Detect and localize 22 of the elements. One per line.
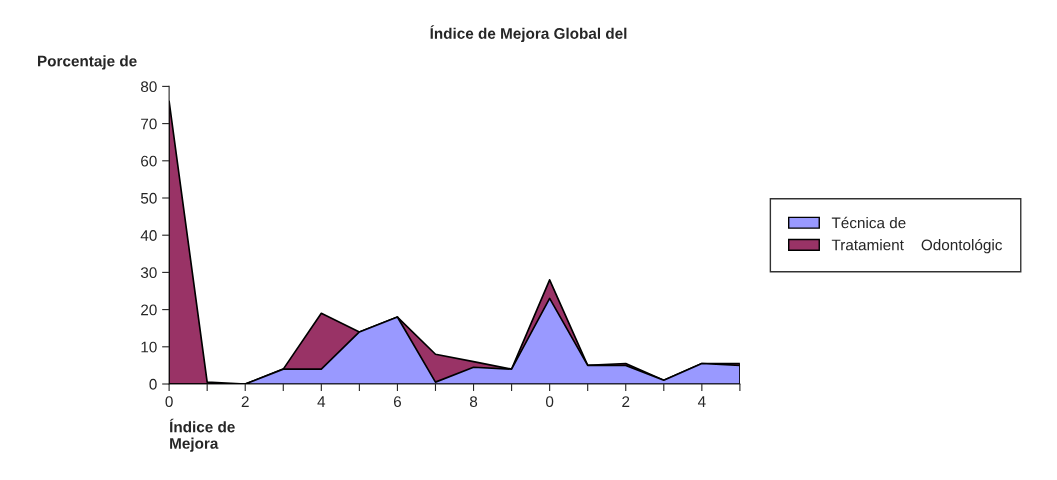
- y-tick-label: 10: [141, 341, 157, 353]
- x-tick-label: 8: [469, 396, 478, 408]
- x-tick-label: 4: [697, 396, 706, 407]
- legend-label: Tratamient Odontológic: [831, 238, 1003, 254]
- x-tick-label: 2: [241, 396, 249, 407]
- x-tick-label: 0: [545, 396, 554, 408]
- chart-title: Índice de Mejora Global del: [430, 25, 627, 42]
- y-tick-label: 20: [141, 304, 157, 316]
- x-axis-title: Índice de Mejora: [169, 418, 235, 452]
- y-tick-label: 80: [140, 81, 157, 93]
- y-axis-title: Porcentaje de: [38, 55, 137, 70]
- y-tick-label: 70: [141, 118, 157, 130]
- x-tick-label: 0: [165, 396, 173, 408]
- y-tick-label: 50: [140, 192, 157, 204]
- y-tick-label: 0: [149, 378, 157, 390]
- y-tick-label: 60: [141, 155, 157, 167]
- x-tick-label: 2: [622, 396, 630, 407]
- y-tick-label: 40: [140, 230, 157, 241]
- legend-label: Técnica de: [831, 216, 906, 229]
- x-tick-label: 4: [317, 396, 326, 407]
- x-tick-label: 6: [393, 396, 402, 408]
- y-tick-label: 30: [140, 267, 157, 279]
